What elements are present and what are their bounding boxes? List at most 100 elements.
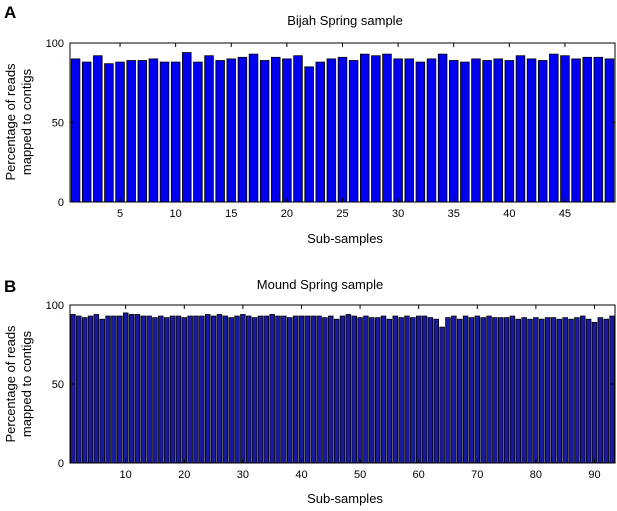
- panel-b-bar: [404, 315, 410, 464]
- panel-a-bar: [215, 60, 225, 203]
- panel-b-bar: [480, 317, 486, 464]
- panel-b-bar: [527, 318, 533, 464]
- panel-a-bar: [493, 58, 503, 203]
- panel-b-bar: [146, 315, 152, 464]
- panel-a-letter: A: [4, 3, 16, 22]
- panel-a-bar: [170, 61, 181, 203]
- panel-b-xtick-label: 10: [120, 469, 132, 481]
- panel-b-bar: [158, 315, 164, 464]
- panel-b-bar: [257, 315, 264, 464]
- panel-b-bar: [322, 317, 328, 464]
- panel-a-ylabel-line2: mapped to contigs: [19, 68, 34, 175]
- panel-a-bar: [549, 53, 559, 203]
- panel-b-bar: [597, 317, 604, 464]
- panel-b-bars: [70, 312, 615, 464]
- panel-a-xtick-label: 30: [392, 208, 404, 220]
- panel-a-bar: [137, 60, 148, 203]
- panel-b-ytick-label: 50: [52, 379, 64, 391]
- panel-b-ytick-label: 0: [58, 458, 64, 470]
- panel-b-bar: [515, 318, 522, 464]
- panel-b-bar: [240, 314, 246, 464]
- panel-b-xtick-label: 20: [178, 469, 190, 481]
- panel-b-bar: [310, 315, 316, 464]
- panel-b-xtick-label: 30: [237, 469, 249, 481]
- panel-a-bar: [382, 53, 392, 203]
- panel-a-bar: [571, 58, 581, 203]
- panel-b-xtick-label: 70: [471, 469, 483, 481]
- panel-b-bar: [556, 318, 563, 464]
- panel-b-bar: [451, 315, 457, 464]
- panel-a-ytick-label: 100: [46, 38, 64, 50]
- panel-b-bar: [492, 317, 498, 464]
- panel-b-bar: [128, 314, 135, 464]
- panel-a-bar: [81, 61, 92, 203]
- panel-a-xtick-label: 25: [336, 208, 348, 220]
- panel-a-bar: [460, 61, 470, 203]
- panel-a-xtick-label: 20: [281, 208, 293, 220]
- panel-b-bar: [398, 317, 404, 464]
- panel-b-bar: [93, 314, 100, 464]
- panel-a-ylabel-line1: Percentage of reads: [3, 63, 18, 181]
- panel-a-bar: [537, 60, 548, 203]
- panel-b-bar: [363, 315, 369, 464]
- panel-b-bar: [234, 315, 240, 464]
- panel-a-bar: [393, 58, 403, 203]
- panel-b-bar: [70, 314, 76, 464]
- panel-a-bar: [159, 61, 170, 203]
- panel-b-bar: [152, 317, 158, 464]
- panel-b-bar: [544, 317, 551, 464]
- panel-a-xtick-label: 45: [559, 208, 571, 220]
- panel-b-bar: [287, 317, 293, 464]
- panel-b-bar: [345, 314, 352, 464]
- panel-b-bar: [292, 315, 299, 464]
- panel-b-bar: [199, 315, 205, 464]
- panel-b-bar: [486, 315, 492, 464]
- panel-a-xtick-label: 15: [225, 208, 237, 220]
- panel-b-bar: [369, 317, 375, 464]
- panel-b-bar: [533, 317, 539, 464]
- panel-a-bar: [515, 55, 526, 203]
- panel-a-ticks: 5 10 15 20 25 30 35 40 45 0 50 100: [46, 38, 615, 220]
- panel-b-xtick-label: 60: [413, 469, 425, 481]
- panel-b-bar: [603, 318, 609, 464]
- panel-a-bar: [604, 58, 615, 203]
- panel-a-bar: [582, 56, 592, 203]
- panel-a-xtick-label: 40: [503, 208, 515, 220]
- panel-b-bar: [105, 315, 111, 464]
- panel-b-bar: [122, 312, 129, 464]
- panel-b-xtick-label: 90: [588, 469, 600, 481]
- panel-a-xtick-label: 35: [448, 208, 460, 220]
- panel-b-bar: [163, 317, 170, 464]
- panel-b-bar: [281, 315, 287, 464]
- panel-a-bar: [315, 61, 326, 203]
- panel-a-xtick-label: 5: [117, 208, 123, 220]
- panel-b-bar: [380, 315, 387, 464]
- panel-b-bar: [374, 317, 381, 464]
- panel-b-bar: [580, 315, 586, 464]
- panel-a-bar: [426, 58, 437, 203]
- panel-b-bar: [134, 314, 141, 464]
- panel-b-bar: [316, 315, 322, 464]
- panel-b-bar: [269, 314, 275, 464]
- panel-a-bar: [415, 61, 426, 203]
- panel-a-bar: [448, 60, 459, 203]
- panel-b-bar: [228, 317, 234, 464]
- panel-b-bar: [445, 317, 451, 464]
- panel-b-xtick-label: 80: [530, 469, 542, 481]
- panel-a-bar: [560, 55, 570, 203]
- panel-b-bar: [87, 315, 94, 464]
- panel-b-bar: [357, 317, 363, 464]
- panel-b-ylabel-line1: Percentage of reads: [3, 325, 18, 443]
- panel-b-bar: [216, 314, 223, 464]
- panel-b-xlabel: Sub-samples: [307, 491, 383, 506]
- panel-b-bar: [521, 317, 527, 464]
- panel-b-bar: [99, 318, 105, 464]
- panel-b-bar: [410, 317, 416, 464]
- panel-b-bar: [392, 315, 398, 464]
- panel-a-ytick-label: 50: [52, 118, 64, 130]
- panel-a-bar: [193, 61, 203, 203]
- panel-b-bar: [111, 315, 117, 464]
- panel-b-bar: [222, 315, 229, 464]
- panel-b-bar: [503, 317, 510, 464]
- panel-b-bar: [333, 318, 340, 464]
